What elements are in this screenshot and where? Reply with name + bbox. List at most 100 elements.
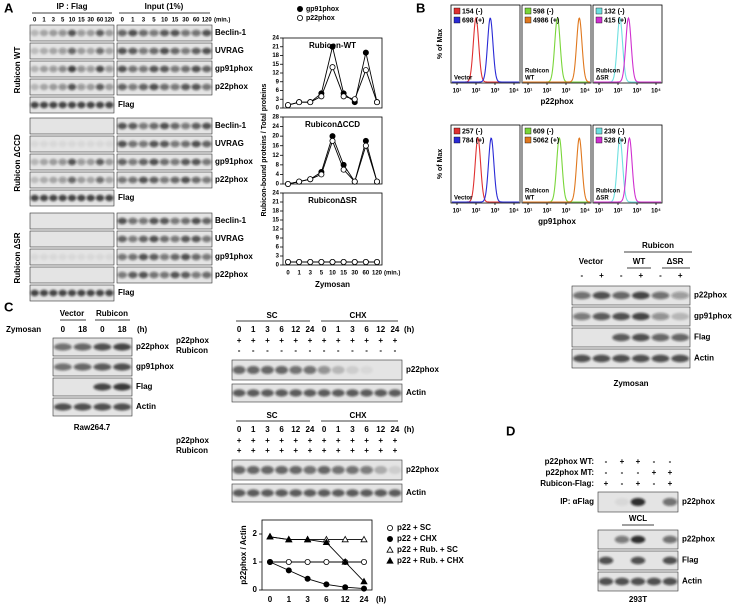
x-tick-label: 10² bbox=[543, 88, 552, 95]
blot-band bbox=[77, 101, 86, 109]
data-point bbox=[373, 99, 380, 106]
blot-band bbox=[651, 333, 670, 342]
blot-band bbox=[651, 312, 670, 321]
data-point bbox=[285, 559, 292, 566]
sign: - bbox=[394, 346, 397, 355]
histogram-frame bbox=[592, 4, 663, 84]
time-label: 6 bbox=[364, 425, 369, 434]
blot-band bbox=[191, 271, 201, 279]
dose-label: 18 bbox=[118, 325, 127, 334]
blot-label: Flag bbox=[694, 333, 711, 342]
blot-band bbox=[77, 176, 86, 184]
blot-band bbox=[39, 194, 49, 202]
blot-label: Actin bbox=[406, 388, 426, 397]
data-point bbox=[296, 178, 303, 185]
sign: + bbox=[364, 336, 369, 345]
data-point bbox=[340, 93, 347, 100]
x-tick-label: 10¹ bbox=[453, 208, 462, 215]
blot-band bbox=[105, 65, 114, 73]
data-point bbox=[318, 93, 325, 100]
time-label: 0 bbox=[237, 425, 242, 434]
blot-band bbox=[49, 140, 58, 148]
blot-band bbox=[598, 556, 614, 565]
blot-band bbox=[630, 556, 646, 565]
blot-band bbox=[631, 291, 650, 300]
blot-band bbox=[128, 140, 138, 148]
blot-label: UVRAG bbox=[215, 234, 244, 243]
time-label: 5 bbox=[152, 18, 156, 24]
blot-band bbox=[317, 466, 331, 474]
blot-band bbox=[275, 489, 288, 497]
sign: - bbox=[605, 468, 608, 477]
data-point bbox=[341, 557, 349, 565]
blot-label: Flag bbox=[118, 288, 135, 297]
blot-band bbox=[95, 29, 105, 37]
blot bbox=[52, 337, 133, 357]
unit-label: (h) bbox=[404, 425, 415, 434]
data-point bbox=[307, 99, 314, 106]
y-tick-label: 15 bbox=[272, 218, 279, 224]
blot-band bbox=[201, 47, 212, 55]
panel-letter: A bbox=[4, 0, 14, 15]
blot-band bbox=[138, 122, 149, 130]
blot-band bbox=[201, 65, 212, 73]
blot-band bbox=[39, 140, 49, 148]
group-header: WCL bbox=[629, 514, 647, 523]
blot-band bbox=[49, 253, 58, 261]
x-tick-label: 10⁴ bbox=[509, 209, 519, 215]
blot-band bbox=[67, 83, 77, 91]
blot-band bbox=[95, 158, 105, 166]
y-tick-label: 8 bbox=[276, 162, 280, 168]
blot bbox=[571, 285, 691, 306]
sign: + bbox=[393, 436, 398, 445]
sign: + bbox=[265, 436, 270, 445]
blot-label: gp91phox bbox=[215, 64, 253, 73]
blot-band bbox=[49, 65, 58, 73]
time-label: 0 bbox=[33, 18, 37, 24]
blot-band bbox=[86, 101, 95, 109]
blot-band bbox=[105, 140, 114, 148]
blot-band bbox=[646, 577, 662, 586]
blot-band bbox=[58, 253, 67, 261]
legend-label: gp91phox bbox=[306, 6, 339, 13]
sign: + bbox=[336, 436, 341, 445]
time-label: 15 bbox=[172, 18, 179, 24]
blot-band bbox=[191, 140, 201, 148]
sign: - bbox=[280, 346, 283, 355]
y-tick-label: 24 bbox=[272, 124, 279, 130]
sign: - bbox=[669, 457, 672, 466]
legend-label: 609 (-) bbox=[533, 128, 554, 135]
legend-label: 4986 (+) bbox=[533, 17, 559, 24]
group-label: ΔSR bbox=[667, 257, 684, 266]
dose-label: 0 bbox=[61, 325, 66, 334]
blot-band bbox=[159, 47, 170, 55]
blot-band bbox=[149, 253, 159, 261]
data-point bbox=[342, 584, 349, 591]
blot-band bbox=[232, 366, 246, 374]
blot-band bbox=[180, 47, 191, 55]
sign: + bbox=[279, 436, 284, 445]
blot-band bbox=[128, 176, 138, 184]
x-tick-label: 0 bbox=[286, 271, 290, 277]
x-tick-label: 10¹ bbox=[524, 88, 533, 95]
time-label: 3 bbox=[265, 325, 270, 334]
blot-band bbox=[170, 29, 180, 37]
blot-band bbox=[30, 158, 39, 166]
blot-band bbox=[662, 498, 678, 506]
blot-band bbox=[191, 217, 201, 225]
blot-band bbox=[95, 140, 105, 148]
blot-band bbox=[261, 389, 274, 397]
group-header: CHX bbox=[350, 411, 368, 420]
blot-band bbox=[261, 489, 274, 497]
blot-band bbox=[138, 140, 149, 148]
sign: + bbox=[636, 479, 641, 488]
data-point bbox=[340, 166, 347, 173]
x-axis-label: Zymosan bbox=[315, 280, 350, 289]
blot-band bbox=[631, 333, 650, 342]
blot-band bbox=[180, 176, 191, 184]
blot-band bbox=[159, 158, 170, 166]
row-label: p22phox bbox=[176, 436, 209, 445]
blot-label: p22phox bbox=[406, 465, 439, 474]
blot-band bbox=[592, 354, 611, 363]
